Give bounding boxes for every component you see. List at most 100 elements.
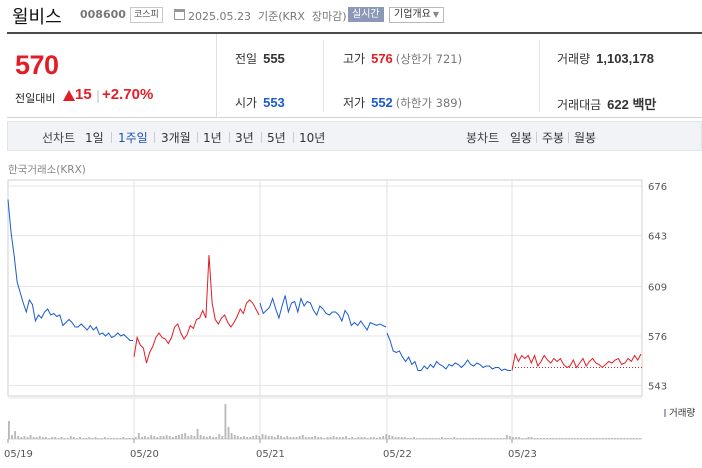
volume-bar xyxy=(289,437,292,439)
volume-bar xyxy=(175,436,177,439)
volume-bar xyxy=(577,438,579,439)
divider xyxy=(197,132,198,143)
volume-bar xyxy=(122,437,125,439)
volume-bar xyxy=(459,438,462,439)
volume-bar xyxy=(91,438,94,439)
volume-bar xyxy=(79,437,81,439)
volume-bar xyxy=(320,437,323,439)
high-label: 고가 xyxy=(343,52,366,66)
up-triangle-icon xyxy=(63,90,75,101)
volume-bar xyxy=(416,438,419,439)
volume-bar xyxy=(264,435,267,439)
divider xyxy=(154,132,155,143)
volume-bar xyxy=(342,437,344,439)
volume-bar xyxy=(614,438,617,439)
volume-bar xyxy=(530,437,533,439)
volume-bar xyxy=(338,437,341,439)
tab-3month[interactable]: 3개월 xyxy=(161,131,191,145)
volume-bar xyxy=(539,438,542,439)
volume-bar xyxy=(26,437,29,439)
volume-bar xyxy=(292,437,295,439)
volume-bar xyxy=(103,437,106,439)
stock-code: 008600 xyxy=(80,8,126,21)
upper-limit: (상한가 721) xyxy=(395,52,463,66)
realtime-button[interactable]: 실시간 xyxy=(348,7,384,22)
volume-bar xyxy=(635,438,638,439)
volume-bar xyxy=(54,437,57,439)
volume-bar xyxy=(69,436,72,439)
volume-bar xyxy=(113,438,116,439)
volume-bar xyxy=(400,437,403,439)
volume-bar xyxy=(345,436,347,439)
volume-bar xyxy=(134,437,137,439)
volume-bar xyxy=(270,436,273,439)
tab-1week[interactable]: 1주일 xyxy=(118,131,148,145)
volume-bar xyxy=(431,438,434,439)
price-line-0520 xyxy=(133,254,260,364)
volume-bar xyxy=(147,437,150,439)
tab-1year[interactable]: 1년 xyxy=(203,131,222,145)
volume-bar xyxy=(629,438,632,439)
volume-bar xyxy=(549,438,552,439)
volume-bar xyxy=(82,438,85,439)
volume-bar xyxy=(23,436,26,439)
volume-bar xyxy=(57,438,60,439)
volume-bar xyxy=(527,437,530,439)
volume-bar xyxy=(249,437,252,439)
volume-bar xyxy=(298,436,301,439)
tab-monthly-candle[interactable]: 월봉 xyxy=(574,131,597,145)
tab-1day[interactable]: 1일 xyxy=(85,131,104,145)
tab-10year[interactable]: 10년 xyxy=(299,131,326,145)
volume-bar xyxy=(218,434,221,439)
volume-bar xyxy=(515,437,518,439)
volume-bar xyxy=(509,436,511,439)
volume-bar xyxy=(428,438,431,439)
low-value: 552 xyxy=(371,95,393,110)
tab-5year[interactable]: 5년 xyxy=(267,131,286,145)
volume-bar xyxy=(106,438,109,439)
volume-bar xyxy=(453,437,456,439)
volume-bar xyxy=(493,438,496,439)
volume-bar xyxy=(447,438,450,439)
company-info-dropdown[interactable]: 기업개요 ▼ xyxy=(389,7,444,23)
volume-bar xyxy=(221,436,224,439)
volume-bar xyxy=(187,436,190,439)
volume-bar xyxy=(351,437,354,439)
volume-bar xyxy=(97,438,100,439)
volume-bar xyxy=(66,438,69,439)
volume-bar xyxy=(626,438,629,439)
volume-bar xyxy=(437,438,440,439)
volume-bar xyxy=(311,437,313,439)
volume-bar xyxy=(465,438,468,439)
volume-bar xyxy=(159,436,162,439)
volume-bar xyxy=(307,437,310,439)
volume-bar xyxy=(76,438,78,439)
volume-bar xyxy=(595,438,598,439)
volume-bar xyxy=(422,438,425,439)
volume-legend-swatch xyxy=(664,409,666,417)
volume-bar xyxy=(601,438,604,439)
divider xyxy=(536,132,537,143)
volume-bar xyxy=(280,436,283,439)
quote-date: 2025.05.23 기준(KRX 장마감) xyxy=(188,10,347,23)
tab-3year[interactable]: 3년 xyxy=(235,131,254,145)
volume-bar xyxy=(592,438,595,439)
divider xyxy=(539,40,540,112)
volume-bar xyxy=(252,436,255,439)
tab-weekly-candle[interactable]: 주봉 xyxy=(542,131,565,145)
volume-bar xyxy=(376,438,378,439)
volume-bar xyxy=(317,437,320,439)
open-label: 시가 xyxy=(235,96,258,110)
volume-bar xyxy=(394,437,397,439)
volume-bar xyxy=(196,429,199,439)
volume-bar xyxy=(156,437,159,439)
tab-daily-candle[interactable]: 일봉 xyxy=(510,131,533,145)
volume-bar xyxy=(110,438,112,439)
volume-bar xyxy=(14,431,17,439)
volume-bar xyxy=(267,436,270,439)
volume-bar xyxy=(487,438,490,439)
x-tick-label: 05/22 xyxy=(383,449,412,460)
current-price-box: 570 전일대비 15 | +2.70% xyxy=(7,34,217,118)
volume-bar xyxy=(502,438,505,439)
volume-bar xyxy=(425,438,428,439)
